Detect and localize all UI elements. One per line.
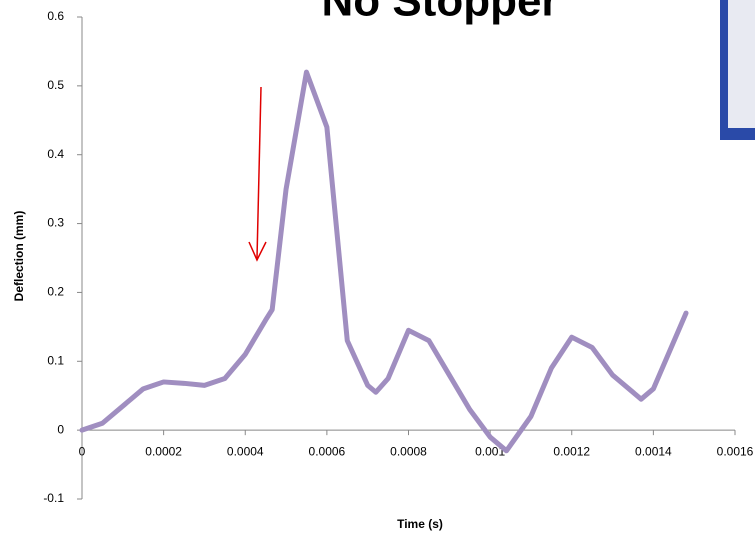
y-tick-label: 0 — [57, 422, 64, 436]
x-tick-label: 0.0012 — [553, 444, 590, 458]
x-tick-label: 0.0008 — [390, 444, 427, 458]
x-tick-label: 0 — [79, 444, 86, 458]
x-tick-label: 0.001 — [475, 444, 505, 458]
annotation-arrowhead — [248, 241, 267, 262]
chart-title: No Stopper — [321, 0, 558, 26]
annotation-arrow — [256, 86, 262, 259]
inset-image-inner — [728, 0, 755, 128]
y-tick-label: 0.3 — [47, 216, 64, 230]
y-axis-label: Deflection (mm) — [12, 211, 26, 302]
y-tick-label: -0.1 — [43, 491, 64, 505]
x-axis-label: Time (s) — [397, 517, 443, 531]
x-tick-label: 0.0016 — [717, 444, 754, 458]
y-tick-label: 0.1 — [47, 353, 64, 367]
y-tick-label: 0.6 — [47, 9, 64, 23]
data-line — [79, 69, 689, 454]
x-tick-label: 0.0006 — [309, 444, 346, 458]
y-tick-label: 0.4 — [47, 147, 64, 161]
x-tick-label: 0.0002 — [145, 444, 182, 458]
x-tick-label: 0.0014 — [635, 444, 672, 458]
y-tick-label: 0.2 — [47, 285, 64, 299]
y-tick-label: 0.5 — [47, 78, 64, 92]
x-tick-label: 0.0004 — [227, 444, 264, 458]
